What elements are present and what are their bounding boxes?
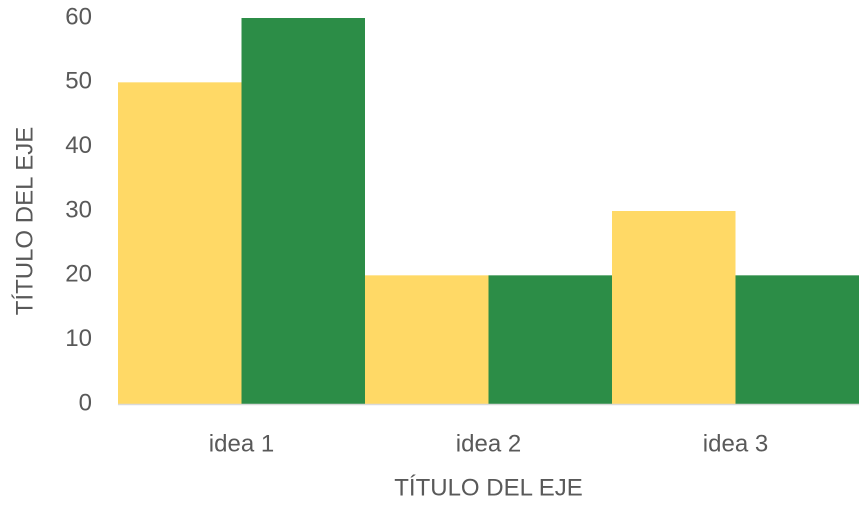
x-axis-title: TÍTULO DEL EJE: [394, 474, 582, 501]
y-tick-label: 0: [79, 389, 92, 416]
x-axis-ticks: idea 1 idea 2 idea 3: [209, 430, 768, 457]
x-tick-label: idea 1: [209, 430, 274, 457]
bar-series-1-idea-3: [612, 211, 736, 404]
y-tick-label: 60: [65, 3, 92, 30]
y-tick-label: 50: [65, 68, 92, 95]
bar-series-2-idea-1: [241, 18, 365, 404]
bars: [118, 18, 859, 404]
bar-series-2-idea-3: [735, 275, 859, 404]
y-axis-ticks: 0 10 20 30 40 50 60: [65, 3, 92, 416]
y-tick-label: 20: [65, 261, 92, 288]
bar-series-1-idea-1: [118, 82, 242, 404]
y-tick-label: 40: [65, 132, 92, 159]
y-tick-label: 10: [65, 325, 92, 352]
x-tick-label: idea 3: [703, 430, 768, 457]
y-tick-label: 30: [65, 196, 92, 223]
bar-series-2-idea-2: [488, 275, 612, 404]
y-axis-title: TÍTULO DEL EJE: [11, 127, 38, 315]
x-tick-label: idea 2: [456, 430, 521, 457]
bar-series-1-idea-2: [365, 275, 489, 404]
